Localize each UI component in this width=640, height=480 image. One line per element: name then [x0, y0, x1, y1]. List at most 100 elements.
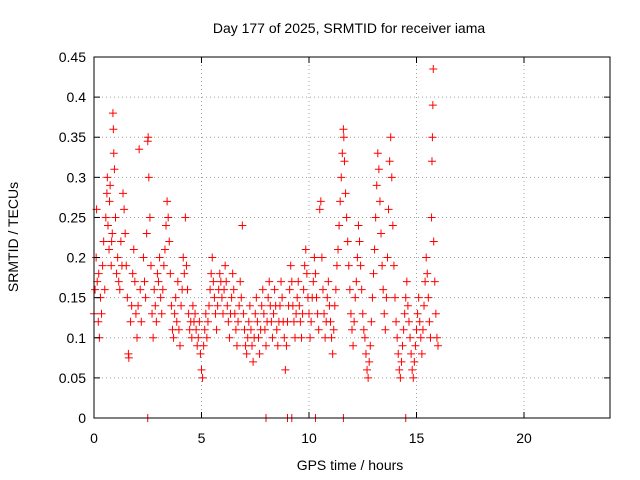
data-point [137, 317, 146, 326]
data-point [153, 269, 162, 278]
data-point [109, 125, 118, 134]
data-point [121, 229, 130, 238]
data-point [416, 333, 425, 342]
data-point [222, 277, 231, 286]
data-point [385, 157, 394, 166]
data-point [212, 325, 221, 334]
data-point [404, 317, 413, 326]
data-point [191, 309, 200, 318]
data-point [171, 293, 180, 302]
plot-frame [93, 56, 611, 419]
data-point [295, 301, 304, 310]
data-point [100, 285, 109, 294]
data-point [383, 253, 392, 262]
data-point [312, 293, 321, 302]
data-point [315, 205, 324, 214]
data-point [116, 237, 125, 246]
data-point [176, 341, 184, 350]
x-tick-label: 0 [90, 430, 98, 446]
data-point [307, 317, 316, 326]
data-point [200, 325, 209, 334]
data-point [328, 349, 337, 358]
y-tick-label: 0.45 [59, 49, 86, 65]
data-point [377, 229, 386, 238]
data-point [392, 317, 401, 326]
data-point [258, 285, 267, 294]
data-point [120, 205, 129, 214]
data-point [262, 341, 270, 350]
x-tick-label: 20 [516, 430, 532, 446]
data-point [267, 317, 276, 326]
data-point [306, 333, 315, 342]
data-point [99, 237, 108, 246]
data-point [224, 317, 233, 326]
data-point [254, 333, 263, 342]
data-point [108, 109, 117, 118]
data-point [230, 309, 239, 318]
data-point [346, 309, 355, 318]
data-point [431, 309, 440, 318]
data-point [108, 229, 117, 238]
data-point [360, 333, 369, 342]
data-point [106, 181, 115, 190]
data-point [140, 277, 149, 286]
data-point [181, 213, 190, 222]
data-point [417, 349, 426, 358]
data-point [344, 261, 353, 270]
data-point [146, 261, 155, 270]
data-point [225, 333, 234, 342]
data-point [144, 173, 153, 182]
data-point [223, 301, 232, 310]
data-point [391, 293, 399, 302]
data-point [152, 317, 161, 326]
data-point [317, 253, 326, 262]
data-points [90, 65, 442, 422]
data-point [103, 221, 112, 230]
grid-lines [94, 57, 610, 418]
data-point [402, 277, 411, 286]
data-point [248, 341, 257, 350]
data-point [235, 301, 244, 310]
data-point [165, 237, 174, 246]
data-point [269, 309, 278, 318]
data-point [414, 293, 423, 302]
data-point [428, 133, 437, 142]
data-point [281, 365, 290, 374]
data-point [427, 213, 436, 222]
data-point [265, 277, 274, 286]
data-point [208, 253, 217, 262]
data-point [421, 277, 430, 286]
data-point [356, 261, 365, 270]
data-point [234, 317, 243, 326]
data-point [220, 285, 229, 294]
data-point [336, 197, 345, 206]
data-point [282, 341, 291, 350]
data-point [101, 213, 110, 222]
y-tick-label: 0.05 [59, 370, 86, 386]
data-point [249, 357, 258, 366]
data-point [112, 269, 121, 278]
data-point [114, 277, 123, 286]
data-point [270, 285, 279, 294]
data-point [427, 157, 436, 166]
y-tick-label: 0.35 [59, 129, 86, 145]
data-point [164, 213, 173, 222]
data-point [206, 285, 215, 294]
data-point [348, 325, 356, 334]
data-point [366, 341, 375, 350]
data-point [318, 285, 327, 294]
data-point [349, 341, 358, 350]
data-point [272, 325, 281, 334]
data-point [131, 309, 140, 318]
data-point [367, 317, 376, 326]
data-point [381, 325, 390, 334]
data-point [358, 309, 367, 318]
data-point [115, 285, 124, 294]
data-point [148, 309, 157, 318]
data-point [124, 353, 133, 362]
data-point [418, 325, 427, 334]
data-point [198, 373, 207, 382]
data-point [169, 333, 178, 342]
data-point [296, 317, 305, 326]
y-tick-label: 0.25 [59, 209, 86, 225]
